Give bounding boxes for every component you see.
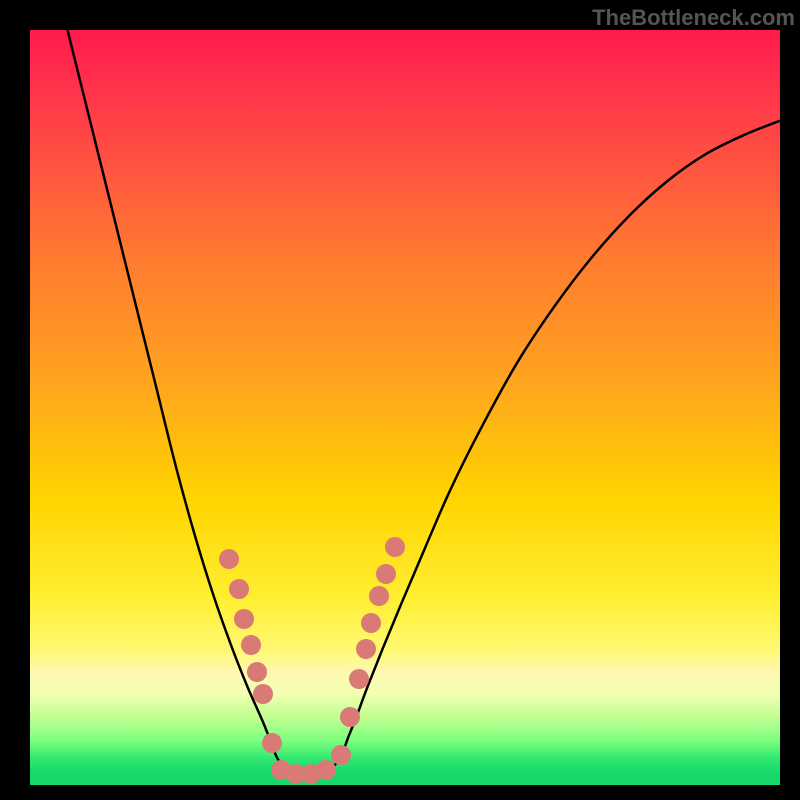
bottleneck-curve — [30, 30, 780, 785]
marker-point — [356, 639, 376, 659]
marker-point — [316, 760, 336, 780]
watermark: TheBottleneck.com — [592, 5, 795, 31]
marker-point — [247, 662, 267, 682]
plot-area — [30, 30, 780, 785]
marker-point — [361, 613, 381, 633]
marker-point — [219, 549, 239, 569]
marker-point — [331, 745, 351, 765]
marker-point — [253, 684, 273, 704]
marker-point — [340, 707, 360, 727]
marker-point — [241, 635, 261, 655]
marker-point — [262, 733, 282, 753]
marker-point — [234, 609, 254, 629]
marker-point — [229, 579, 249, 599]
marker-point — [349, 669, 369, 689]
marker-point — [385, 537, 405, 557]
marker-point — [369, 586, 389, 606]
marker-point — [376, 564, 396, 584]
